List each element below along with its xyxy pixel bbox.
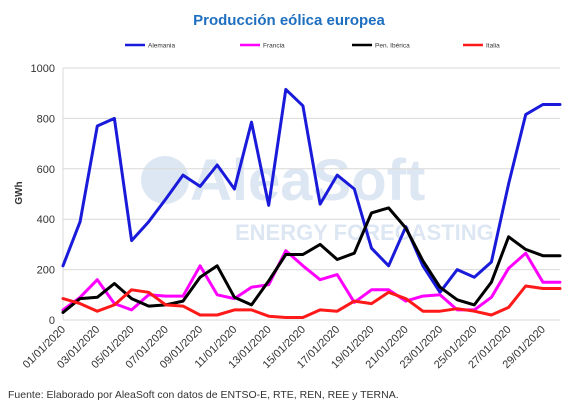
y-tick-label: 200: [37, 265, 55, 277]
y-tick-label: 0: [49, 315, 55, 327]
legend: Alemania Francia Pen. Ibérica Italia: [125, 43, 500, 50]
y-tick-label: 400: [37, 214, 55, 226]
chart-title: Producción eólica europea: [193, 12, 385, 29]
y-tick-label: 1000: [31, 63, 55, 75]
y-axis: 0 200 400 600 800 1000: [31, 63, 55, 327]
x-axis: 01/01/202003/01/202005/01/202007/01/2020…: [21, 324, 548, 371]
source-note: Fuente: Elaborado por AleaSoft con datos…: [8, 389, 399, 401]
watermark-brand: AleaSoft: [190, 148, 425, 213]
series-line-francia: [61, 249, 562, 312]
series-lines: [61, 87, 562, 319]
series-line-italia: [61, 284, 562, 319]
legend-label-pen-ib-rica: Pen. Ibérica: [375, 43, 410, 50]
y-axis-label: GWh: [14, 181, 25, 204]
legend-label-alemania: Alemania: [148, 43, 175, 50]
grid: [62, 67, 560, 321]
series-line-alemania: [61, 87, 562, 294]
legend-label-italia: Italia: [486, 43, 500, 50]
watermark-logo-icon: [141, 156, 189, 204]
y-tick-label: 600: [37, 164, 55, 176]
series-line-pen-ib-rica: [61, 206, 562, 314]
legend-label-francia: Francia: [263, 43, 285, 50]
y-tick-label: 800: [37, 113, 55, 125]
